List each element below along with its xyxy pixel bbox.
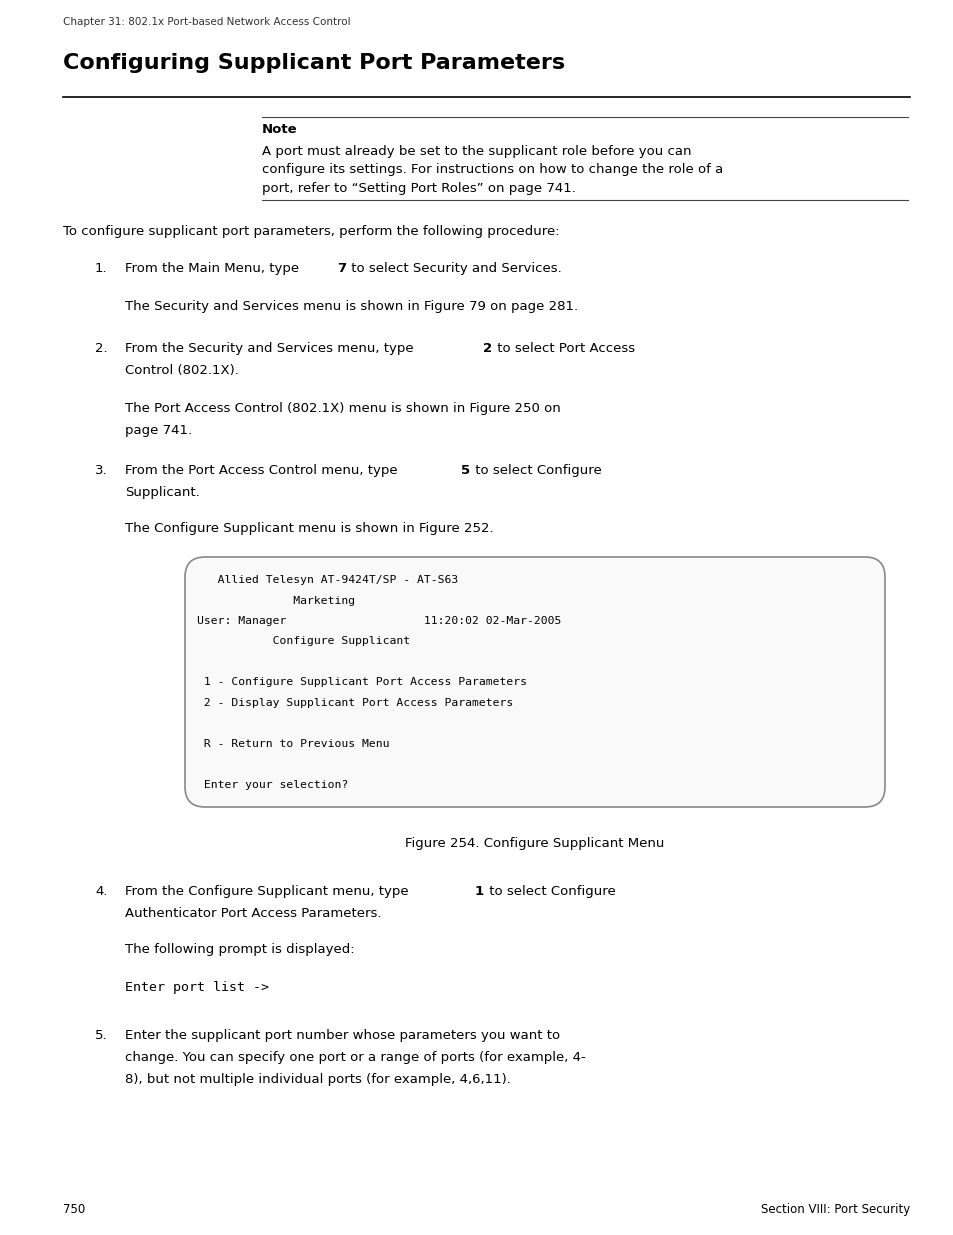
Text: Section VIII: Port Security: Section VIII: Port Security bbox=[760, 1203, 909, 1216]
Text: Control (802.1X).: Control (802.1X). bbox=[125, 364, 238, 377]
Text: R - Return to Previous Menu: R - Return to Previous Menu bbox=[196, 739, 389, 748]
Text: Chapter 31: 802.1x Port-based Network Access Control: Chapter 31: 802.1x Port-based Network Ac… bbox=[63, 17, 351, 27]
Text: Supplicant.: Supplicant. bbox=[125, 487, 199, 499]
Text: 5: 5 bbox=[460, 464, 470, 477]
Text: change. You can specify one port or a range of ports (for example, 4-: change. You can specify one port or a ra… bbox=[125, 1051, 585, 1065]
Text: From the Main Menu, type: From the Main Menu, type bbox=[125, 262, 303, 275]
Text: Note: Note bbox=[262, 124, 297, 136]
Text: 8), but not multiple individual ports (for example, 4,6,11).: 8), but not multiple individual ports (f… bbox=[125, 1073, 511, 1086]
Text: From the Security and Services menu, type: From the Security and Services menu, typ… bbox=[125, 342, 417, 354]
Text: Marketing: Marketing bbox=[196, 595, 355, 605]
Text: page 741.: page 741. bbox=[125, 424, 192, 437]
Text: Enter your selection?: Enter your selection? bbox=[196, 781, 348, 790]
Text: to select Configure: to select Configure bbox=[471, 464, 601, 477]
Text: Configuring Supplicant Port Parameters: Configuring Supplicant Port Parameters bbox=[63, 53, 564, 73]
Text: The Security and Services menu is shown in Figure 79 on page 281.: The Security and Services menu is shown … bbox=[125, 300, 578, 312]
Text: User: Manager                    11:20:02 02-Mar-2005: User: Manager 11:20:02 02-Mar-2005 bbox=[196, 616, 560, 626]
FancyBboxPatch shape bbox=[185, 557, 884, 806]
Text: 1.: 1. bbox=[95, 262, 108, 275]
Text: 750: 750 bbox=[63, 1203, 85, 1216]
Text: 2 - Display Supplicant Port Access Parameters: 2 - Display Supplicant Port Access Param… bbox=[196, 698, 513, 708]
Text: Enter port list ->: Enter port list -> bbox=[125, 981, 269, 994]
Text: Configure Supplicant: Configure Supplicant bbox=[196, 636, 410, 646]
Text: to select Port Access: to select Port Access bbox=[493, 342, 635, 354]
Text: 1 - Configure Supplicant Port Access Parameters: 1 - Configure Supplicant Port Access Par… bbox=[196, 678, 526, 688]
Text: Figure 254. Configure Supplicant Menu: Figure 254. Configure Supplicant Menu bbox=[405, 837, 664, 850]
Text: A port must already be set to the supplicant role before you can
configure its s: A port must already be set to the suppli… bbox=[262, 144, 722, 195]
Text: 3.: 3. bbox=[95, 464, 108, 477]
Text: 4.: 4. bbox=[95, 885, 108, 898]
Text: To configure supplicant port parameters, perform the following procedure:: To configure supplicant port parameters,… bbox=[63, 225, 559, 238]
Text: The Port Access Control (802.1X) menu is shown in Figure 250 on: The Port Access Control (802.1X) menu is… bbox=[125, 403, 560, 415]
Text: Allied Telesyn AT-9424T/SP - AT-S63: Allied Telesyn AT-9424T/SP - AT-S63 bbox=[196, 576, 457, 585]
Text: From the Configure Supplicant menu, type: From the Configure Supplicant menu, type bbox=[125, 885, 413, 898]
Text: 5.: 5. bbox=[95, 1029, 108, 1042]
Text: The following prompt is displayed:: The following prompt is displayed: bbox=[125, 944, 355, 956]
Text: 7: 7 bbox=[336, 262, 346, 275]
Text: The Configure Supplicant menu is shown in Figure 252.: The Configure Supplicant menu is shown i… bbox=[125, 522, 493, 535]
Text: to select Security and Services.: to select Security and Services. bbox=[347, 262, 561, 275]
Text: From the Port Access Control menu, type: From the Port Access Control menu, type bbox=[125, 464, 401, 477]
Text: Authenticator Port Access Parameters.: Authenticator Port Access Parameters. bbox=[125, 906, 381, 920]
Text: to select Configure: to select Configure bbox=[484, 885, 615, 898]
Text: 2: 2 bbox=[482, 342, 492, 354]
Text: Enter the supplicant port number whose parameters you want to: Enter the supplicant port number whose p… bbox=[125, 1029, 559, 1042]
Text: 2.: 2. bbox=[95, 342, 108, 354]
Text: 1: 1 bbox=[475, 885, 483, 898]
